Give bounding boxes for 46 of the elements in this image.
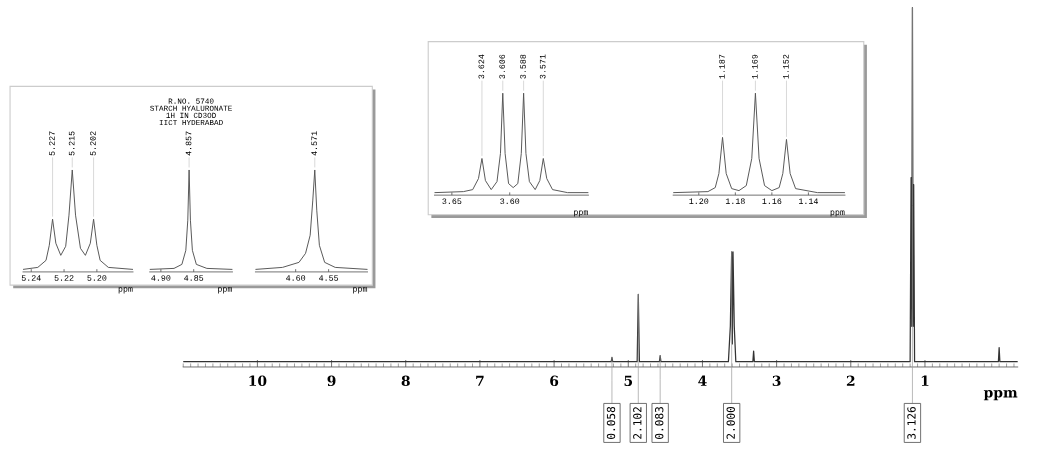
annotation: 2.102 (633, 407, 642, 439)
x-tick-label: 5.20 (87, 275, 107, 281)
x-tick-label: 5 (624, 375, 633, 387)
x-tick-label: 10 (249, 375, 267, 387)
x-tick-label: 5.22 (54, 275, 74, 281)
annotation: 0.083 (655, 407, 664, 439)
x-tick-label: 8 (401, 375, 410, 387)
annotation: 3.624 (478, 54, 485, 79)
x-tick-label: 3.60 (500, 198, 520, 205)
x-tick-label: 1.20 (689, 198, 709, 205)
x-tick-label: 7 (476, 375, 484, 386)
x-tick-label: 4.60 (286, 275, 306, 281)
x-tick-label: 6 (550, 375, 559, 387)
annotation: 3.588 (520, 54, 526, 79)
annotation: 1.169 (752, 54, 758, 79)
annotation: 2.000 (726, 406, 735, 439)
x-tick-label: 1.16 (762, 198, 782, 205)
x-tick-label: 4.55 (319, 275, 339, 281)
x-axis-title: ppm (353, 287, 368, 294)
annotation: 4.857 (185, 131, 192, 156)
annotation: 5.227 (49, 131, 55, 156)
annotation: 3.571 (539, 54, 546, 79)
x-axis-title: ppm (218, 287, 233, 294)
annotation: 3.606 (499, 54, 506, 79)
x-tick-label: 1 (921, 375, 929, 386)
x-tick-label: 4.90 (151, 275, 171, 281)
x-axis-title: ppm (830, 210, 845, 217)
x-tick-label: 3 (772, 375, 781, 387)
x-tick-label: 4.85 (184, 275, 204, 281)
x-tick-label: 9 (327, 375, 336, 387)
x-tick-label: 5.24 (21, 275, 41, 281)
annotation: 5.215 (68, 131, 75, 156)
annotation: 1.152 (783, 54, 789, 79)
x-axis-title: ppm (983, 389, 1018, 401)
x-tick-label: 1.14 (799, 198, 818, 204)
x-tick-label: 4 (698, 375, 707, 386)
annotation: 0.058 (606, 406, 616, 439)
x-axis-title: ppm (118, 287, 133, 294)
annotation: 4.571 (311, 131, 318, 156)
annotation: 5.202 (90, 131, 96, 156)
x-tick-label: 3.65 (442, 198, 462, 205)
annotation: 1.187 (719, 54, 725, 79)
x-tick-label: 1.18 (725, 198, 745, 205)
annotation: 3.126 (907, 406, 916, 439)
x-axis-title: ppm (574, 210, 588, 217)
x-tick-label: 2 (846, 375, 855, 386)
